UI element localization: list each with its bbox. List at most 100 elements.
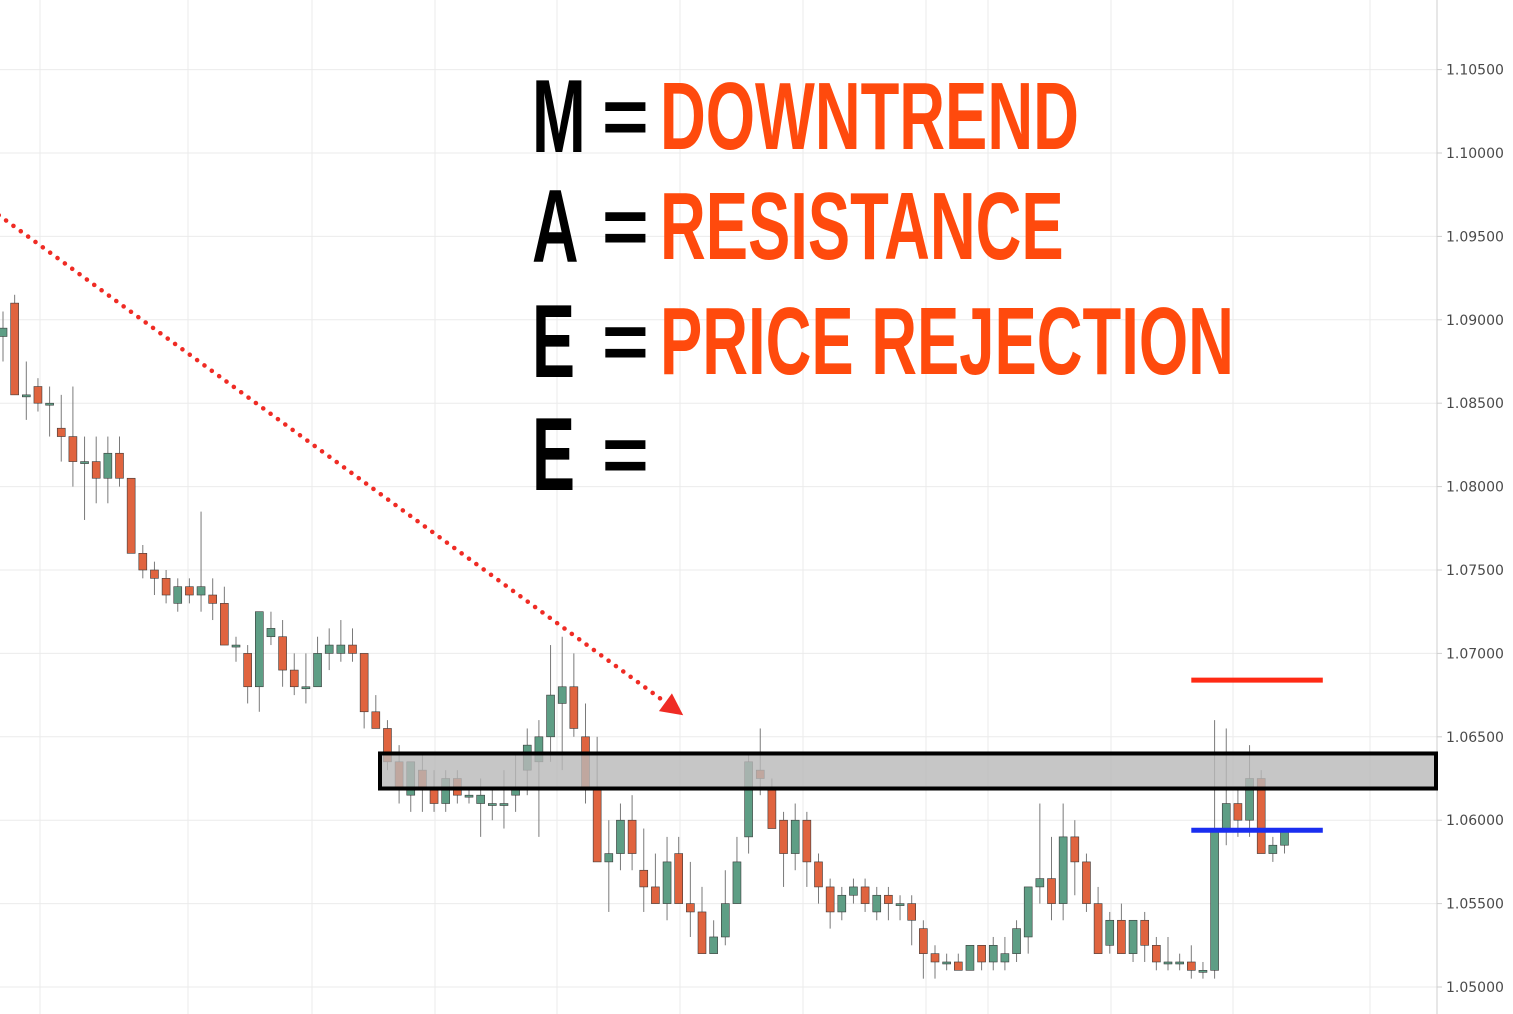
candle [45, 386, 54, 437]
candle-body-down [68, 436, 78, 462]
candle-body-up [231, 644, 241, 648]
candle-body-down [569, 686, 579, 729]
candle [126, 477, 136, 554]
candle-body-down [825, 886, 835, 913]
candle-body-up [21, 394, 31, 398]
candle-body-down [243, 653, 252, 688]
candle [616, 803, 625, 871]
candle-body-up [1000, 953, 1010, 963]
candle-body-up [464, 794, 474, 798]
candle [1082, 853, 1091, 912]
candle-body-up [709, 936, 718, 954]
candle-body-up [1105, 919, 1115, 946]
downtrend-arrow-head [658, 693, 684, 716]
candle [732, 836, 742, 904]
candle [697, 886, 707, 954]
candle-body-up [732, 861, 742, 904]
candle [1035, 803, 1045, 904]
candle [487, 786, 497, 821]
price-axis: 1.05000 1.05500 1.06000 1.06500 1.07000 1.075… [1436, 0, 1504, 1014]
candle [825, 878, 835, 929]
candle-body-down [1140, 919, 1149, 946]
candle [10, 294, 19, 396]
candle [208, 578, 217, 621]
downtrend-line [0, 213, 670, 706]
candle [953, 953, 963, 971]
candle [173, 578, 183, 612]
candle-body-up [895, 903, 905, 906]
candle [837, 886, 847, 921]
candle-body-up [942, 961, 951, 965]
candle [33, 378, 43, 412]
candle [21, 361, 31, 420]
annotations [0, 213, 1438, 833]
candle [161, 570, 171, 604]
candle-body-up [557, 686, 567, 704]
candle [1000, 936, 1010, 971]
candle [709, 920, 718, 954]
candles [0, 294, 1289, 979]
candle-body-up [790, 819, 800, 854]
candle-body-down [651, 886, 660, 904]
candle [1198, 961, 1208, 979]
mae-meaning: DOWNTREND [660, 63, 1079, 170]
candle-body-down [10, 302, 19, 396]
candle-body-up [546, 694, 555, 738]
candle-body-down [1082, 861, 1091, 904]
candle [115, 436, 124, 487]
candle-body-down [220, 603, 229, 646]
candle [604, 820, 614, 912]
candle [56, 394, 66, 462]
candle-body-up [604, 853, 614, 863]
candle-body-up [255, 611, 264, 688]
candle-body-down [953, 961, 963, 971]
candle-body-down [289, 669, 299, 688]
candle [1058, 803, 1068, 921]
candle-body-down [674, 853, 684, 904]
candle-body-down [371, 711, 381, 729]
candle-body-down [33, 386, 43, 404]
candle [849, 878, 858, 904]
y-tick-label: 1.09000 [1446, 313, 1504, 329]
candle [662, 836, 672, 921]
candle-body-up [487, 803, 497, 806]
candle-body-up [720, 903, 730, 938]
candle-body-up [837, 894, 847, 913]
candle [1128, 919, 1138, 962]
candle-body-down [278, 636, 287, 671]
candle [639, 828, 649, 912]
candle [907, 895, 917, 946]
mae-letter: E [532, 397, 576, 513]
mae-equals: = [602, 72, 649, 161]
candle [557, 636, 567, 771]
candle-body-up [1221, 803, 1231, 829]
candle-body-up [1163, 961, 1173, 965]
candle [1175, 953, 1184, 971]
candle-body-down [1047, 878, 1056, 904]
candle-body-up [1268, 844, 1278, 854]
y-tick-label: 1.09500 [1446, 229, 1504, 245]
candle-body-down [115, 452, 124, 479]
candle [1117, 903, 1126, 954]
candle [348, 628, 357, 662]
candle [965, 944, 975, 971]
candle [930, 945, 940, 979]
candle [1093, 886, 1103, 954]
candle [1023, 886, 1033, 954]
candle [91, 436, 101, 504]
candle-body-up [1128, 919, 1138, 954]
candle-body-down [779, 819, 788, 854]
candle [977, 944, 986, 971]
candle-body-up [1198, 970, 1208, 973]
candle [790, 803, 800, 871]
candle-body-down [930, 953, 940, 963]
candle [988, 936, 998, 971]
candle-body-up [1023, 886, 1033, 938]
candle-body-up [196, 586, 206, 596]
candle [231, 636, 241, 662]
grid [0, 0, 1437, 1014]
candle [266, 611, 276, 646]
candle-body-up [1175, 961, 1184, 965]
candle-body-down [592, 786, 602, 863]
